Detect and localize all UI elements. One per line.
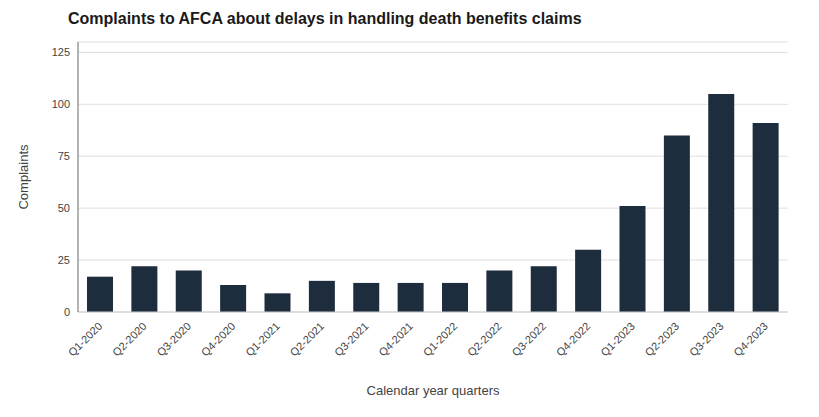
svg-text:Q2-2022: Q2-2022 <box>465 320 504 359</box>
svg-text:Q1-2023: Q1-2023 <box>598 320 637 359</box>
svg-text:125: 125 <box>52 46 70 58</box>
svg-text:Q3-2022: Q3-2022 <box>509 320 548 359</box>
svg-text:Q3-2021: Q3-2021 <box>332 320 371 359</box>
svg-text:Q2-2020: Q2-2020 <box>110 320 149 359</box>
svg-text:25: 25 <box>58 254 70 266</box>
svg-text:Q2-2021: Q2-2021 <box>288 320 327 359</box>
svg-text:Q4-2023: Q4-2023 <box>731 320 770 359</box>
svg-text:Q4-2020: Q4-2020 <box>199 320 238 359</box>
svg-text:Q1-2022: Q1-2022 <box>421 320 460 359</box>
svg-text:Q3-2023: Q3-2023 <box>687 320 726 359</box>
svg-text:Q2-2023: Q2-2023 <box>643 320 682 359</box>
svg-text:Q1-2020: Q1-2020 <box>66 320 105 359</box>
svg-text:Q4-2022: Q4-2022 <box>554 320 593 359</box>
html-text:Complaints to AFCA about delay: Complaints to AFCA about delays in handl… <box>68 10 582 27</box>
svg-text:Q4-2021: Q4-2021 <box>376 320 415 359</box>
svg-text:75: 75 <box>58 150 70 162</box>
svg-text:Q1-2021: Q1-2021 <box>243 320 282 359</box>
svg-text:Q3-2020: Q3-2020 <box>154 320 193 359</box>
svg-text:Calendar year quarters: Calendar year quarters <box>367 383 500 398</box>
svg-text:0: 0 <box>64 306 70 318</box>
svg-text:Complaints: Complaints <box>16 144 31 210</box>
svg-text:50: 50 <box>58 202 70 214</box>
svg-text:100: 100 <box>52 98 70 110</box>
